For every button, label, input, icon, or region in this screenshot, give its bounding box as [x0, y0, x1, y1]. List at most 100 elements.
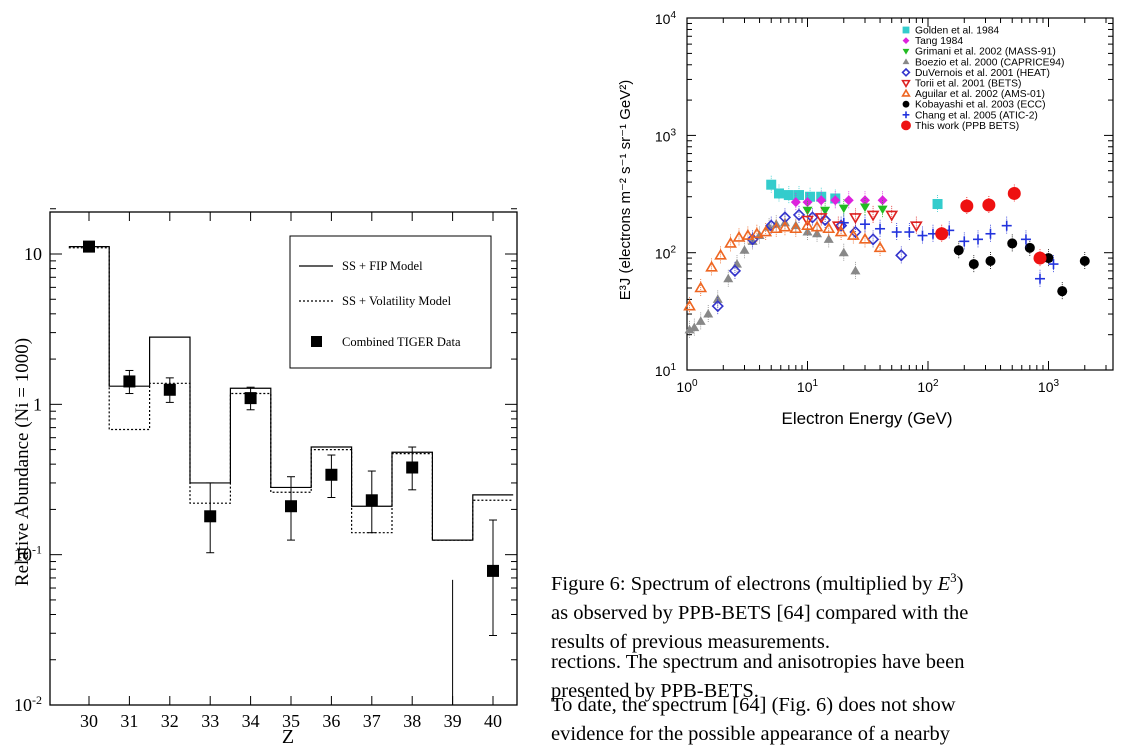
- abundance-legend: SS + FIP Model SS + Volatility Model Com…: [289, 235, 492, 369]
- spectrum-point: [960, 199, 974, 213]
- spectrum-point: [695, 316, 706, 325]
- spectrum-point: [741, 228, 755, 240]
- legend-entry: DuVernois et al. 2001 (HEAT): [915, 68, 1050, 79]
- y-tick-label: 10: [24, 244, 42, 264]
- spectrum-point: [830, 195, 841, 206]
- x-tick-label: 32: [161, 711, 179, 731]
- spectrum-y-axis-label: E³J (electrons m⁻² s⁻¹ sr⁻¹ GeV²): [617, 80, 634, 300]
- legend-tiger-label: Combined TIGER Data: [342, 335, 461, 349]
- x-tick-label: 40: [484, 711, 502, 731]
- legend-marker: [901, 79, 911, 88]
- spectrum-point: [806, 211, 819, 224]
- spectrum-point: [820, 206, 831, 216]
- spectrum-point: [917, 230, 928, 241]
- legend-marker: [901, 88, 911, 97]
- abundance-ticks: [50, 208, 517, 706]
- spectrum-point: [805, 191, 816, 202]
- volatility-model-line: [68, 247, 514, 541]
- y-axis-label: Relative Abundance (Ni = 1000): [12, 338, 33, 586]
- spectrum-point: [705, 260, 718, 272]
- spectrum-point: [849, 213, 862, 224]
- spectrum-point: [769, 222, 783, 234]
- legend-entry: Kobayashi et al. 2003 (ECC): [915, 100, 1046, 111]
- volatility-model-path: [68, 247, 514, 541]
- spectrum-point: [823, 234, 834, 243]
- legend-entry: Boezio et al. 2000 (CAPRICE94): [915, 57, 1064, 68]
- spectrum-point: [849, 225, 862, 239]
- spectrum-point: [783, 190, 794, 201]
- spectrum-y-tick-label: 101: [655, 362, 677, 379]
- spectrum-point: [904, 227, 915, 238]
- spectrum-point: [793, 190, 804, 201]
- spectrum-point: [1020, 234, 1031, 245]
- series-tri-down: [802, 198, 888, 220]
- spectrum-point: [838, 247, 849, 257]
- body-paragraph-1: rections. The spectrum and anisotropies …: [551, 651, 965, 702]
- data-point: [365, 494, 378, 507]
- legend-marker: [901, 67, 911, 77]
- spectrum-point: [816, 191, 827, 202]
- spectrum-point: [959, 236, 970, 247]
- spectrum-point: [778, 220, 792, 232]
- spectrum-point: [802, 227, 813, 236]
- tiger-data-points: [83, 240, 499, 705]
- spectrum-point: [1024, 242, 1035, 253]
- spectrum-point: [932, 199, 943, 210]
- spectrum-point: [1007, 238, 1018, 249]
- spectrum-point: [732, 230, 746, 242]
- spectrum-point: [877, 195, 888, 206]
- spectrum-point: [834, 225, 848, 237]
- data-point: [244, 392, 257, 405]
- data-point: [325, 468, 338, 481]
- legend-entry: Aguilar et al. 2002 (AMS-01): [915, 89, 1045, 100]
- spectrum-point: [1007, 186, 1021, 200]
- y-tick-label: 1: [33, 394, 42, 414]
- spectrum-points: [683, 175, 1090, 339]
- series-plus: [838, 213, 1059, 288]
- spectrum-point: [816, 195, 827, 206]
- spectrum-point: [732, 259, 743, 268]
- legend-fip-label: SS + FIP Model: [342, 259, 423, 273]
- spectrum-y-tick-label: 103: [655, 127, 677, 144]
- legend-marker: [902, 37, 910, 44]
- spectrum-point: [1057, 286, 1068, 297]
- spectrum-point: [790, 197, 801, 208]
- spectrum-ticks: [686, 18, 1113, 371]
- legend-marker: [901, 120, 911, 131]
- legend-marker: [902, 26, 910, 34]
- spectrum-point: [822, 222, 836, 234]
- spectrum-plot-frame: [686, 17, 1114, 371]
- spectrum-point: [859, 195, 870, 206]
- series-circle: [953, 234, 1090, 301]
- spectrum-point: [830, 193, 841, 204]
- spectrum-point: [684, 324, 695, 334]
- spectrum-x-tick-label: 100: [676, 378, 698, 395]
- spectrum-point: [810, 220, 824, 232]
- spectrum-point: [712, 294, 723, 303]
- spectrum-point: [927, 228, 938, 239]
- spectrum-y-tick-label: 102: [655, 245, 677, 262]
- spectrum-point: [885, 210, 899, 222]
- series-diamond-open: [711, 205, 908, 316]
- data-point: [123, 375, 136, 388]
- spectrum-point: [935, 227, 949, 241]
- spectrum-point: [766, 179, 777, 190]
- spectrum-point: [973, 234, 984, 245]
- spectrum-point: [723, 273, 734, 283]
- spectrum-point: [779, 217, 790, 227]
- spectrum-point: [789, 222, 803, 234]
- series-square: [766, 175, 943, 214]
- spectrum-point: [859, 219, 870, 230]
- spectrum-point: [814, 213, 828, 224]
- spectrum-x-tick-label: 103: [1038, 378, 1060, 395]
- spectrum-point: [873, 241, 887, 253]
- legend-entry: Torii et al. 2001 (BETS): [915, 79, 1021, 90]
- spectrum-point: [982, 198, 996, 212]
- series-tri-up: [684, 213, 861, 339]
- spectrum-point: [834, 219, 848, 232]
- spectrum-point: [1034, 273, 1045, 284]
- spectrum-point: [858, 232, 872, 244]
- spectrum-point: [1043, 253, 1054, 264]
- spectrum-point: [831, 221, 845, 233]
